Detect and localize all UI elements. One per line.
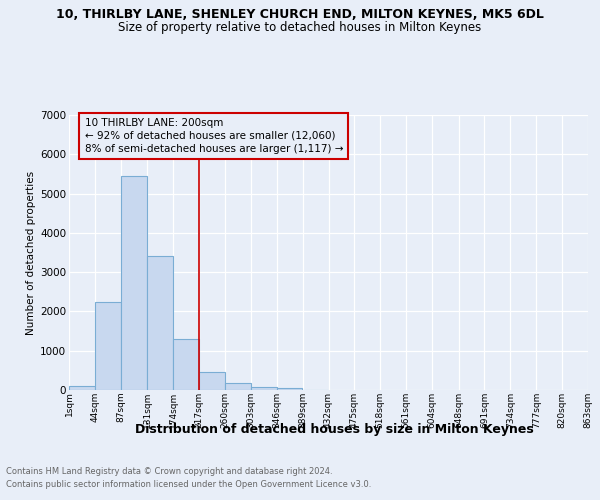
- Bar: [121, 176, 146, 390]
- Bar: [199, 372, 225, 390]
- Bar: [148, 256, 173, 390]
- Text: 10 THIRLBY LANE: 200sqm
← 92% of detached houses are smaller (12,060)
8% of semi: 10 THIRLBY LANE: 200sqm ← 92% of detache…: [85, 118, 343, 154]
- Text: Size of property relative to detached houses in Milton Keynes: Size of property relative to detached ho…: [118, 21, 482, 34]
- Bar: [277, 388, 302, 390]
- Bar: [173, 339, 199, 390]
- Bar: [225, 384, 251, 390]
- Text: Contains HM Land Registry data © Crown copyright and database right 2024.: Contains HM Land Registry data © Crown c…: [6, 468, 332, 476]
- Text: 10, THIRLBY LANE, SHENLEY CHURCH END, MILTON KEYNES, MK5 6DL: 10, THIRLBY LANE, SHENLEY CHURCH END, MI…: [56, 8, 544, 20]
- Text: Distribution of detached houses by size in Milton Keynes: Distribution of detached houses by size …: [136, 422, 534, 436]
- Text: Contains public sector information licensed under the Open Government Licence v3: Contains public sector information licen…: [6, 480, 371, 489]
- Bar: [69, 386, 95, 390]
- Bar: [95, 302, 121, 390]
- Y-axis label: Number of detached properties: Number of detached properties: [26, 170, 36, 334]
- Bar: [251, 387, 277, 390]
